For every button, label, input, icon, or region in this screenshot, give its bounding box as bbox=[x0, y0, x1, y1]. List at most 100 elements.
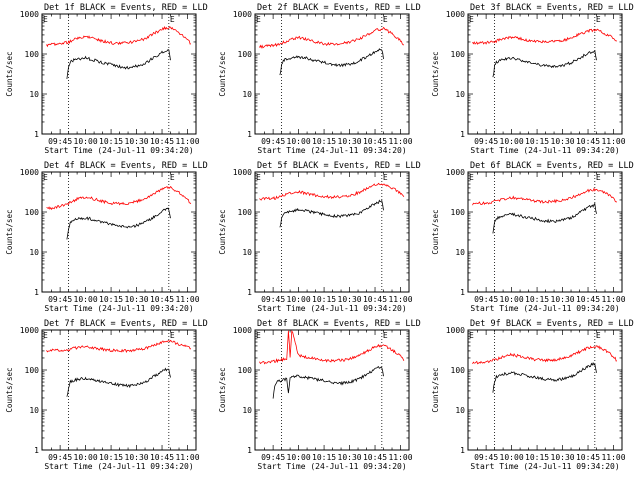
panel-title: Det 5f BLACK = Events, RED = LLD bbox=[257, 161, 421, 171]
series-events-line bbox=[492, 202, 597, 234]
y-tick-label: 100 bbox=[25, 208, 40, 217]
x-tick-label: 10:45 bbox=[150, 137, 174, 146]
y-tick-label: 1 bbox=[460, 288, 465, 297]
panel-det-8: Det 8f BLACK = Events, RED = LLD 1 10 100 10… bbox=[218, 319, 421, 471]
x-tick-label: 10:45 bbox=[363, 137, 387, 146]
x-tick-label: 09:45 bbox=[48, 453, 72, 462]
x-tick-label: 10:15 bbox=[525, 453, 549, 462]
x-axis-label: Start Time (24-Jul-11 09:34:20) bbox=[257, 146, 406, 155]
series-lld-line bbox=[259, 329, 405, 365]
x-tick-label: 10:15 bbox=[99, 295, 123, 304]
marker-label-e: E bbox=[170, 173, 175, 182]
y-tick-label: 100 bbox=[25, 366, 40, 375]
panel-title: Det 6f BLACK = Events, RED = LLD bbox=[470, 161, 634, 171]
x-axis-label: Start Time (24-Jul-11 09:34:20) bbox=[257, 304, 406, 313]
plot-frame bbox=[41, 13, 197, 135]
panel-title: Det 3f BLACK = Events, RED = LLD bbox=[470, 3, 634, 13]
y-tick-label: 1000 bbox=[233, 168, 252, 177]
marker-label-e: E bbox=[596, 331, 601, 340]
y-tick-label: 1000 bbox=[233, 326, 252, 335]
x-tick-label: 09:45 bbox=[474, 137, 498, 146]
marker-label-e: E bbox=[43, 331, 48, 340]
x-tick-label: 10:15 bbox=[312, 137, 336, 146]
y-axis-label: Counts/sec bbox=[431, 367, 440, 412]
x-tick-label: 09:45 bbox=[48, 295, 72, 304]
y-tick-label: 10 bbox=[455, 90, 465, 99]
y-tick-label: 100 bbox=[25, 50, 40, 59]
y-tick-label: 1 bbox=[34, 446, 39, 455]
y-tick-label: 1000 bbox=[20, 326, 39, 335]
x-tick-label: 10:30 bbox=[125, 137, 149, 146]
x-tick-label: 10:00 bbox=[287, 137, 311, 146]
y-tick-label: 10 bbox=[29, 248, 39, 257]
series-lld-line bbox=[46, 339, 191, 353]
x-axis-label: Start Time (24-Jul-11 09:34:20) bbox=[44, 462, 193, 471]
y-tick-label: 1 bbox=[460, 130, 465, 139]
x-tick-label: 10:30 bbox=[551, 453, 575, 462]
x-tick-label: 10:30 bbox=[125, 453, 149, 462]
y-tick-label: 10 bbox=[29, 406, 39, 415]
y-tick-label: 1 bbox=[460, 446, 465, 455]
plot-frame bbox=[41, 171, 197, 293]
x-tick-label: 11:00 bbox=[601, 137, 625, 146]
y-tick-label: 1 bbox=[34, 288, 39, 297]
x-axis-label: Start Time (24-Jul-11 09:34:20) bbox=[44, 304, 193, 313]
y-tick-label: 10 bbox=[29, 90, 39, 99]
y-tick-label: 10 bbox=[242, 406, 252, 415]
panel-det-9: Det 9f BLACK = Events, RED = LLD 1 10 100 10… bbox=[431, 319, 634, 471]
marker-label-e: E bbox=[256, 173, 261, 182]
series-events-line bbox=[279, 199, 384, 228]
y-tick-label: 1000 bbox=[446, 168, 465, 177]
y-tick-label: 100 bbox=[451, 50, 466, 59]
y-tick-label: 10 bbox=[455, 406, 465, 415]
series-events-line bbox=[279, 48, 384, 76]
x-tick-label: 11:00 bbox=[601, 453, 625, 462]
series-lld-line bbox=[46, 25, 192, 48]
series-lld-line bbox=[259, 26, 404, 49]
x-tick-label: 11:00 bbox=[175, 295, 199, 304]
x-tick-label: 10:15 bbox=[312, 453, 336, 462]
x-axis-label: Start Time (24-Jul-11 09:34:20) bbox=[470, 304, 619, 313]
y-tick-label: 1 bbox=[247, 130, 252, 139]
y-axis-label: Counts/sec bbox=[431, 209, 440, 254]
x-tick-label: 10:15 bbox=[525, 137, 549, 146]
x-axis-label: Start Time (24-Jul-11 09:34:20) bbox=[257, 462, 406, 471]
marker-label-e: E bbox=[170, 15, 175, 24]
x-tick-label: 09:45 bbox=[474, 295, 498, 304]
marker-label-e: E bbox=[383, 331, 388, 340]
x-tick-label: 10:00 bbox=[74, 137, 98, 146]
x-tick-label: 10:45 bbox=[576, 295, 600, 304]
marker-label-e: E bbox=[469, 331, 474, 340]
series-lld-line bbox=[46, 185, 192, 211]
x-tick-label: 09:45 bbox=[474, 453, 498, 462]
x-tick-label: 10:45 bbox=[576, 137, 600, 146]
series-events-line bbox=[272, 366, 384, 399]
plot-frame bbox=[467, 171, 623, 293]
x-tick-label: 10:00 bbox=[287, 453, 311, 462]
y-tick-label: 1000 bbox=[446, 326, 465, 335]
series-events-line bbox=[66, 207, 171, 240]
x-tick-label: 10:00 bbox=[500, 137, 524, 146]
x-tick-label: 11:00 bbox=[388, 137, 412, 146]
plot-frame bbox=[467, 13, 623, 135]
plot-frame bbox=[467, 329, 623, 451]
x-tick-label: 10:45 bbox=[150, 453, 174, 462]
panel-title: Det 1f BLACK = Events, RED = LLD bbox=[44, 3, 208, 13]
x-tick-label: 10:00 bbox=[287, 295, 311, 304]
x-tick-label: 10:30 bbox=[338, 295, 362, 304]
y-tick-label: 10 bbox=[242, 90, 252, 99]
y-axis-label: Counts/sec bbox=[218, 367, 227, 412]
x-tick-label: 09:45 bbox=[261, 453, 285, 462]
y-tick-label: 1000 bbox=[20, 10, 39, 19]
x-tick-label: 11:00 bbox=[601, 295, 625, 304]
series-events-line bbox=[492, 49, 597, 78]
x-tick-label: 10:30 bbox=[551, 295, 575, 304]
y-tick-label: 1000 bbox=[233, 10, 252, 19]
y-tick-label: 1 bbox=[247, 446, 252, 455]
panel-det-2: Det 2f BLACK = Events, RED = LLD 1 10 100 10… bbox=[218, 3, 421, 155]
plot-frame bbox=[41, 329, 197, 451]
panel-det-1: Det 1f BLACK = Events, RED = LLD 1 10 100 10… bbox=[5, 3, 208, 155]
y-axis-label: Counts/sec bbox=[431, 51, 440, 96]
x-tick-label: 10:00 bbox=[500, 453, 524, 462]
panel-det-5: Det 5f BLACK = Events, RED = LLD 1 10 100 10… bbox=[218, 161, 421, 313]
